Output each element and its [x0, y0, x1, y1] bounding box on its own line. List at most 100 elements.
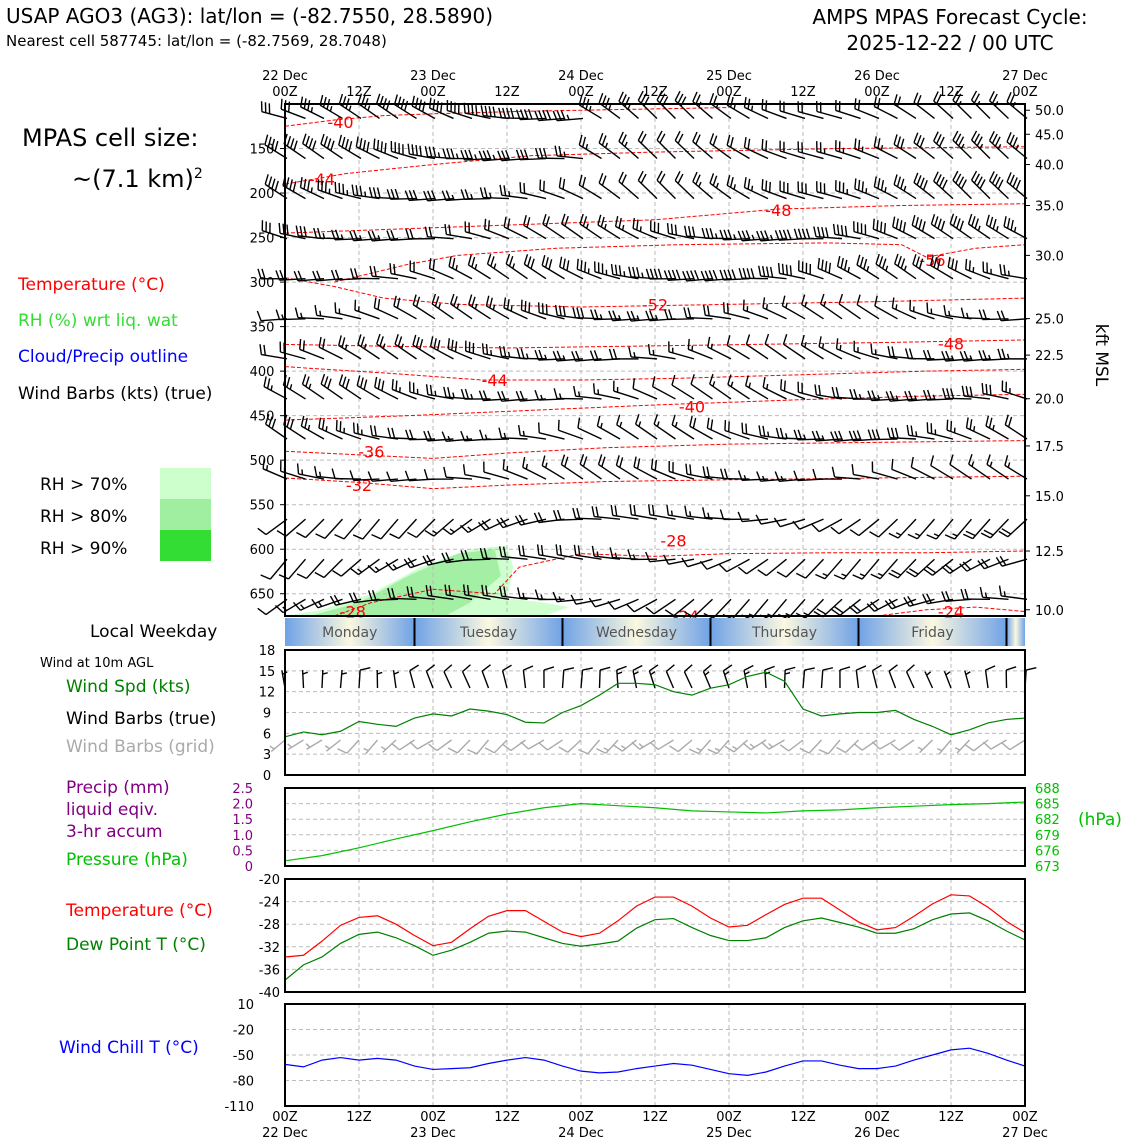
- barb-feather: [926, 349, 932, 361]
- chill-tick-label: -20: [233, 1024, 254, 1039]
- wind-barb: [874, 295, 898, 320]
- barb-feather: [852, 430, 858, 441]
- wind-barb: [669, 739, 693, 753]
- barb-staff: [649, 353, 676, 360]
- wind-barb: [674, 130, 695, 160]
- barb-staff: [283, 384, 306, 400]
- wind-barb: [688, 739, 712, 755]
- barb-half-feather: [636, 315, 640, 321]
- barb-feather: [722, 302, 725, 313]
- barb-staff: [724, 311, 750, 320]
- barb-feather: [976, 136, 983, 147]
- barb-staff: [982, 596, 1009, 600]
- pressure-tick-label: 682: [1035, 813, 1060, 828]
- barb-staff: [668, 514, 695, 520]
- barb-staff: [598, 142, 621, 160]
- barb-staff: [482, 196, 510, 200]
- barb-feather: [836, 256, 841, 267]
- barb-feather: [590, 309, 595, 320]
- barb-feather: [483, 548, 488, 559]
- temp-contour: [284, 203, 1026, 234]
- barb-staff: [838, 518, 861, 535]
- barb-feather: [727, 269, 733, 280]
- barb-feather: [594, 309, 599, 320]
- barb-staff: [429, 267, 454, 280]
- wind-barb: [797, 181, 824, 200]
- barb-staff: [673, 598, 695, 617]
- wind-barb: [866, 598, 898, 612]
- barb-feather: [409, 741, 418, 750]
- barb-feather: [334, 302, 337, 313]
- wind-barb: [576, 258, 602, 280]
- temp-tick-label: -36: [259, 963, 280, 978]
- barb-feather: [632, 266, 636, 278]
- barb-staff: [971, 139, 991, 160]
- barb-feather: [448, 256, 452, 267]
- wind-barb: [520, 739, 545, 750]
- barb-staff: [816, 190, 843, 200]
- wind-tick-label: 9: [263, 707, 271, 722]
- barb-staff: [761, 188, 787, 200]
- barb-half-feather: [823, 301, 827, 307]
- barb-feather: [534, 589, 540, 600]
- time-label-bottom-hour: 12Z: [938, 1110, 964, 1125]
- barb-feather: [875, 253, 880, 265]
- barb-feather: [991, 93, 998, 104]
- barb-staff: [913, 101, 935, 120]
- barb-feather: [571, 351, 577, 362]
- wind-barb: [1024, 667, 1037, 689]
- wind-barb: [485, 295, 510, 320]
- legend-rh90: RH > 90%: [40, 539, 128, 559]
- barb-staff: [510, 739, 526, 752]
- wind-barb: [543, 666, 555, 689]
- barb-feather: [762, 376, 766, 388]
- barb-staff: [639, 739, 656, 750]
- barb-feather: [760, 230, 766, 241]
- barb-staff: [779, 150, 806, 160]
- barb-feather: [1009, 94, 1015, 105]
- barb-feather: [334, 229, 340, 240]
- barb-feather: [589, 350, 595, 361]
- barb-half-feather: [364, 191, 367, 197]
- barb-feather: [737, 511, 743, 522]
- barb-feather: [618, 131, 624, 142]
- barb-feather: [523, 109, 529, 120]
- barb-feather: [998, 585, 1002, 597]
- barb-staff: [270, 739, 286, 753]
- barb-feather: [965, 530, 976, 537]
- pressure-tick-label: 550: [250, 499, 275, 514]
- barb-feather: [446, 148, 451, 159]
- barb-feather: [582, 96, 587, 108]
- barb-half-feather: [266, 465, 269, 471]
- wind-barb: [664, 309, 695, 321]
- barb-staff: [843, 558, 862, 580]
- barb-feather: [926, 389, 932, 401]
- barb-staff: [726, 558, 750, 573]
- wind-barb: [275, 309, 306, 321]
- barb-staff: [487, 263, 510, 280]
- wind-barb: [591, 506, 621, 520]
- time-label-top-date: 27 Dec: [1002, 69, 1048, 84]
- wind-barb: [464, 221, 491, 240]
- barb-half-feather: [382, 343, 386, 349]
- barb-feather: [626, 603, 635, 613]
- barb-half-feather: [447, 435, 451, 442]
- barb-feather: [481, 343, 485, 354]
- barb-staff: [949, 223, 972, 240]
- barb-feather: [424, 529, 435, 537]
- barb-feather: [885, 391, 891, 402]
- barb-feather: [726, 175, 731, 186]
- wind-barb: [428, 258, 454, 280]
- barb-staff: [875, 263, 898, 280]
- barb-staff: [557, 598, 584, 603]
- wind-barb: [1001, 380, 1028, 400]
- barb-feather: [939, 176, 945, 187]
- barb-staff: [409, 391, 436, 400]
- barb-half-feather: [945, 671, 951, 676]
- barb-feather: [502, 664, 512, 672]
- barb-feather: [369, 265, 373, 277]
- barb-staff: [264, 183, 288, 200]
- barb-feather: [962, 533, 974, 540]
- barb-feather: [632, 217, 635, 229]
